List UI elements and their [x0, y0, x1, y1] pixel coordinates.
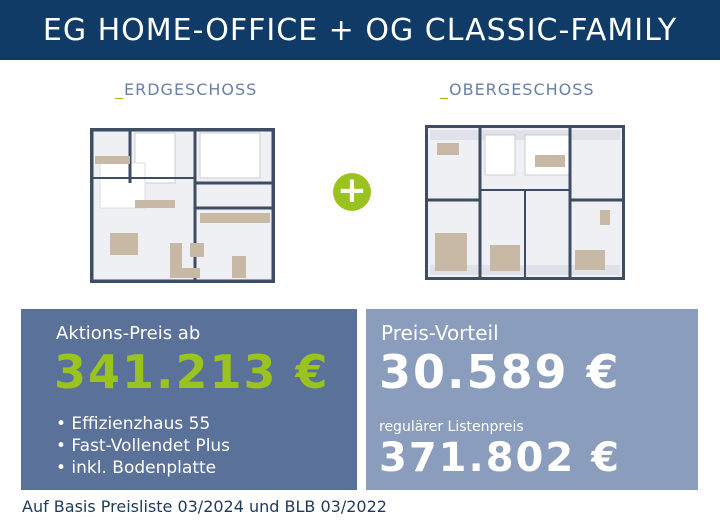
page-title: EG HOME-OFFICE + OG CLASSIC-FAMILY	[0, 0, 720, 60]
upper-floor-plan	[425, 125, 625, 280]
feature-item: • inkl. Bodenplatte	[56, 458, 217, 478]
upper-floor-label: _OBERGESCHOSS	[440, 80, 595, 99]
feature-item: • Fast-Vollendet Plus	[56, 436, 231, 456]
list-price: 371.802 €	[379, 435, 621, 481]
advantage-label: Preis-Vorteil	[381, 321, 499, 345]
advantage-amount: 30.589 €	[379, 345, 621, 399]
ground-floor-plan	[90, 128, 275, 283]
footnote: Auf Basis Preisliste 03/2024 und BLB 03/…	[22, 497, 387, 516]
ground-floor-label: _ERDGESCHOSS	[115, 80, 258, 99]
feature-list: • Effizienzhaus 55 • Fast-Vollendet Plus…	[56, 413, 230, 479]
price-advantage-box: Preis-Vorteil 30.589 € regulärer Listenp…	[366, 309, 698, 490]
list-price-label: regulärer Listenpreis	[379, 419, 524, 435]
feature-item: • Effizienzhaus 55	[56, 414, 211, 434]
offer-price: 341.213 €	[54, 345, 330, 399]
offer-price-box: Aktions-Preis ab 341.213 € • Effizienzha…	[21, 309, 357, 490]
offer-label: Aktions-Preis ab	[56, 323, 201, 344]
plus-icon: +	[333, 173, 371, 211]
